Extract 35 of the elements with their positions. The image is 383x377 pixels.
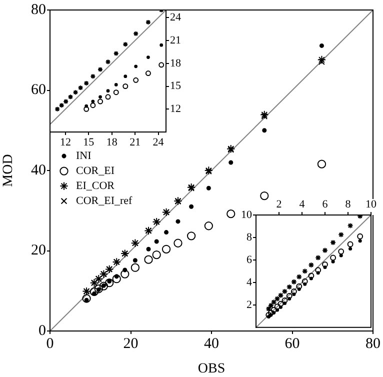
legend-label: COR_EI_ref: [76, 194, 133, 207]
y-tick-label: 80: [31, 2, 46, 18]
y2-tick-label: 18: [170, 57, 182, 70]
x-tick-label: 40: [204, 336, 219, 352]
y2-tick-label: 24: [170, 12, 182, 24]
y2-tick-label: 12: [170, 103, 181, 116]
legend-label: COR_EI: [76, 164, 115, 177]
y2-tick-label: 15: [170, 80, 182, 92]
x-tick-label: 12: [60, 136, 71, 148]
x-axis-title: OBS: [198, 361, 226, 376]
x-tick-label: 80: [366, 336, 380, 352]
y-tick-label: 60: [31, 82, 46, 98]
x-tick-label: 60: [284, 336, 300, 352]
x-tick-label: 10: [366, 198, 377, 210]
x-tick-label: 21: [130, 136, 141, 148]
y-tick-label: 2: [246, 298, 252, 311]
y-tick-label: 0: [38, 322, 46, 339]
x-tick-label: 18: [106, 136, 118, 148]
y-tick-label: 20: [31, 242, 46, 259]
x-tick-label: 24: [152, 136, 164, 148]
y-tick-label: 40: [31, 162, 46, 178]
y-tick-label: 8: [246, 231, 252, 244]
y2-tick-label: 21: [170, 34, 181, 46]
x-tick-label: 2: [276, 198, 282, 210]
y-tick-label: 6: [246, 254, 252, 266]
x-tick-label: 6: [322, 198, 328, 210]
legend-label: INI: [76, 150, 92, 162]
y-axis-title: MOD: [1, 154, 16, 187]
x-tick-label: 4: [299, 198, 306, 210]
x-tick-label: 8: [345, 198, 352, 210]
legend-label: EI_COR: [76, 180, 116, 192]
y-tick-label: 10: [241, 208, 252, 221]
x-tick-label: 15: [83, 136, 95, 148]
x-tick-label: 20: [123, 336, 138, 352]
y-tick-label: 4: [246, 276, 252, 288]
